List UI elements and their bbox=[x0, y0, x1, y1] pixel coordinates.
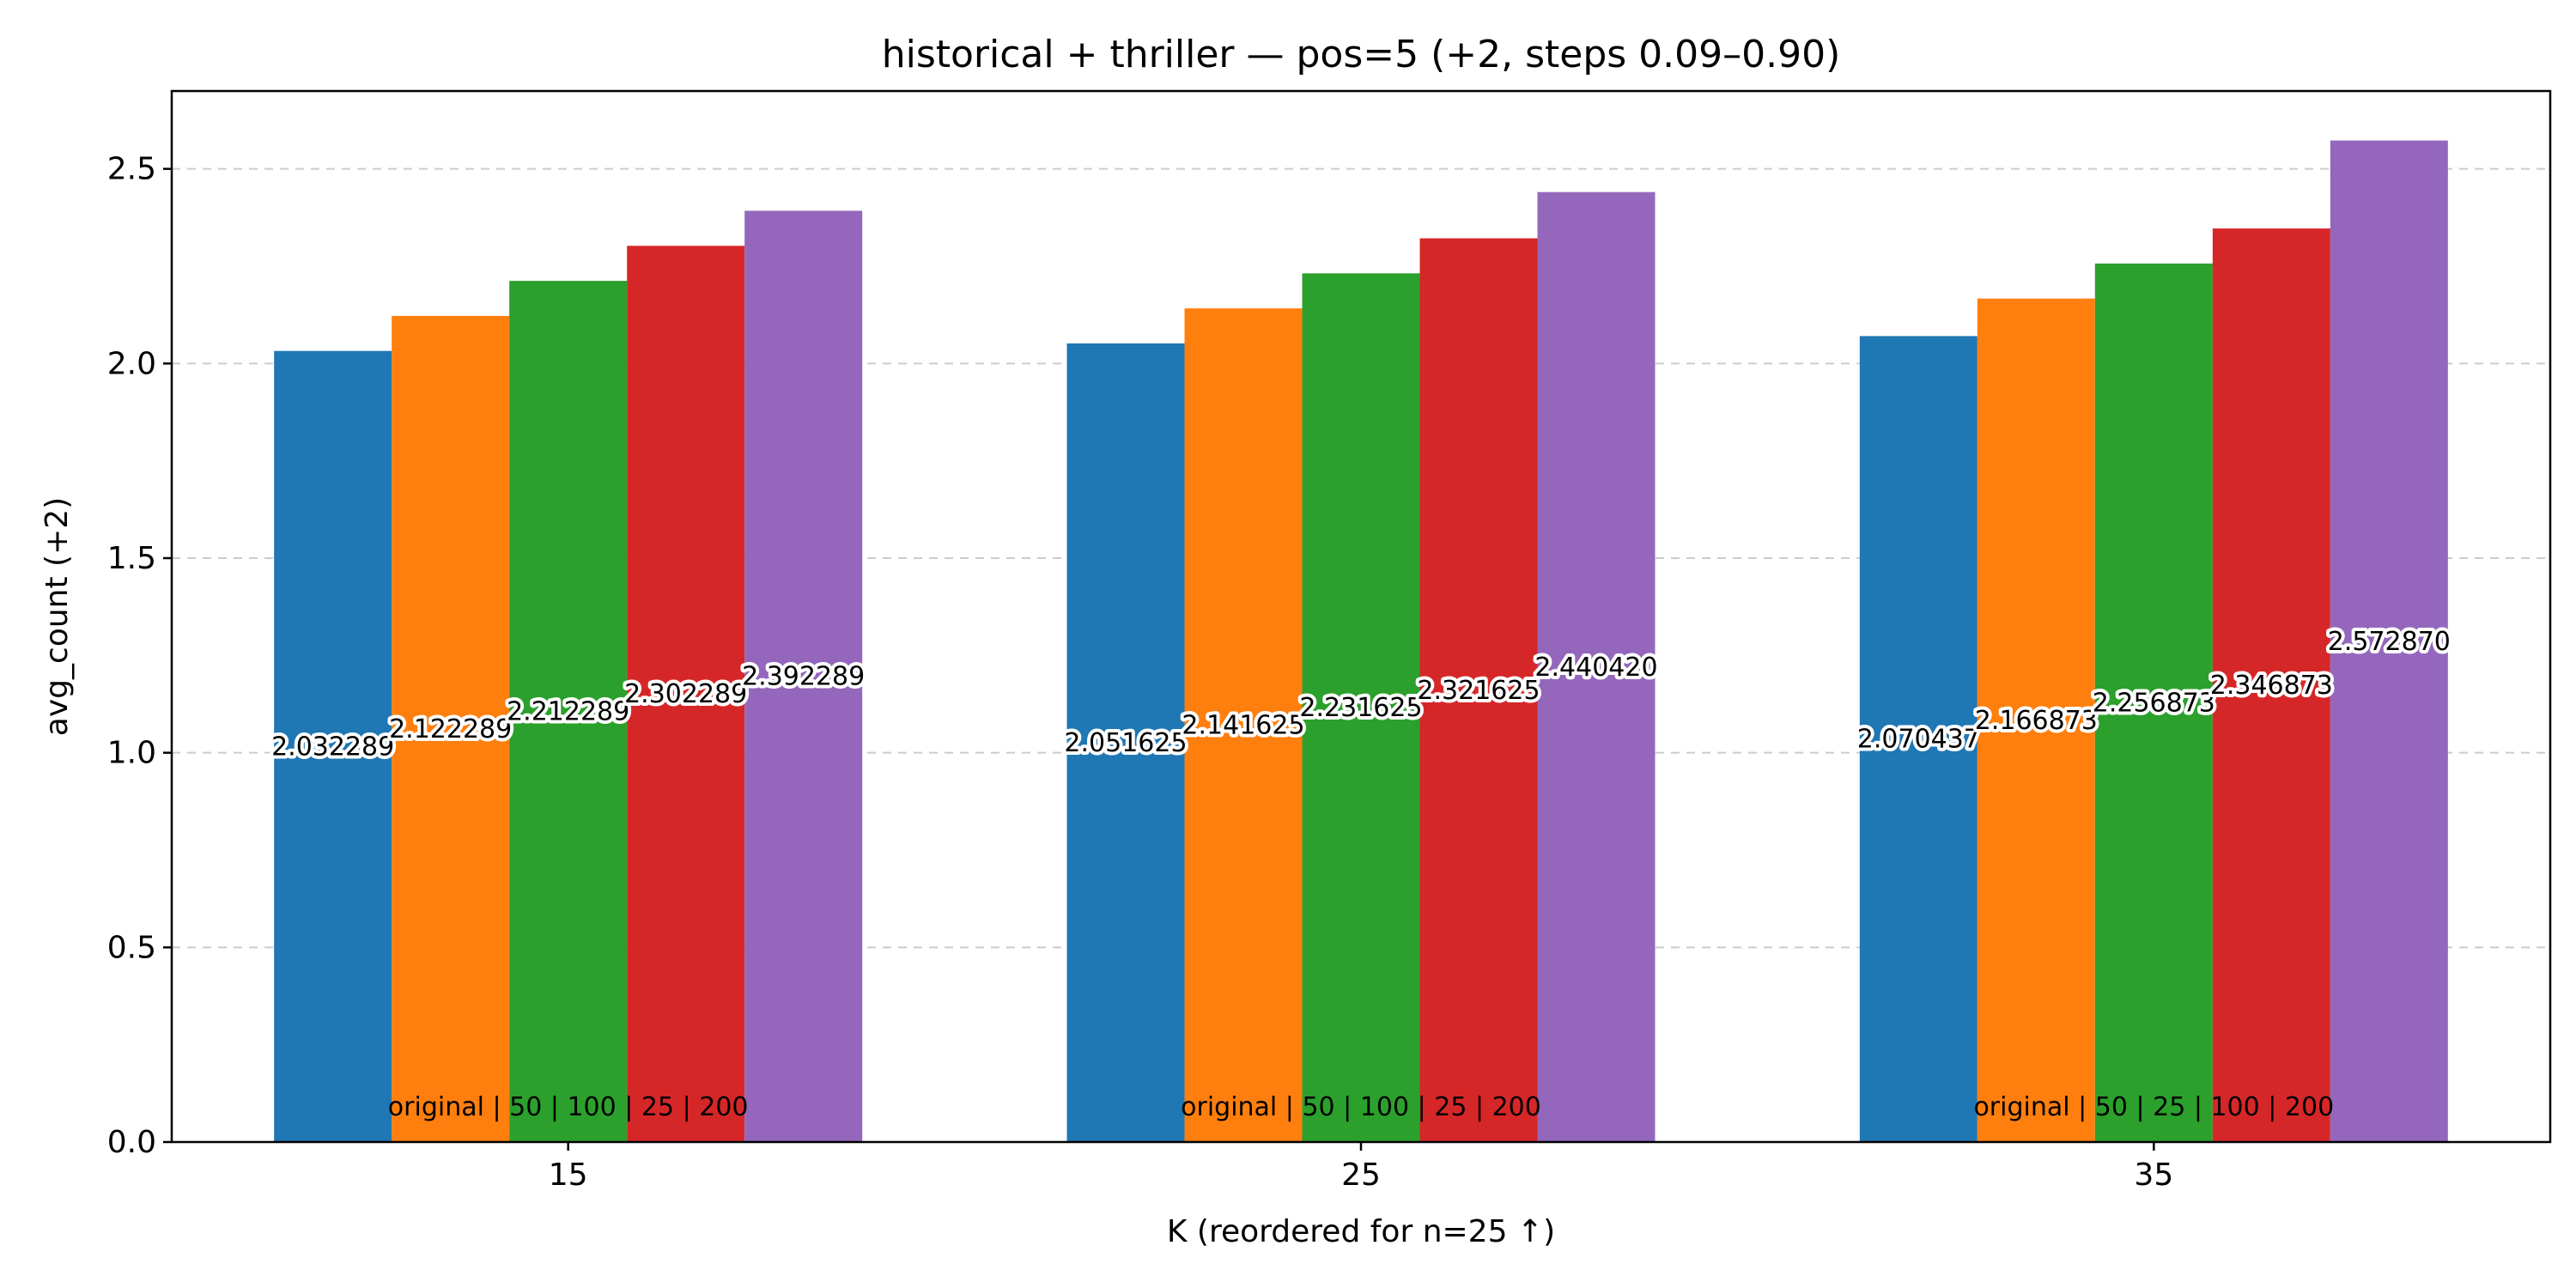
order-labels: original | 50 | 100 | 25 | 200 original |… bbox=[388, 1092, 2334, 1122]
order-label: original | 50 | 100 | 25 | 200 bbox=[1181, 1092, 1541, 1122]
x-tick-label: 15 bbox=[549, 1157, 588, 1193]
y-tick-label: 2.5 bbox=[107, 152, 156, 187]
data-label: 2.122289 bbox=[389, 714, 512, 744]
bar-25-1 bbox=[1184, 308, 1303, 1142]
data-label: 2.212289 bbox=[507, 697, 629, 727]
bar-15-2 bbox=[509, 281, 628, 1142]
y-tick-label: 0.0 bbox=[107, 1125, 156, 1160]
bar-15-0 bbox=[274, 350, 392, 1142]
order-label: original | 50 | 100 | 25 | 200 bbox=[388, 1092, 749, 1122]
chart-title: historical + thriller — pos=5 (+2, steps… bbox=[882, 33, 1841, 76]
data-label: 2.051625 bbox=[1064, 728, 1187, 758]
data-label: 2.256873 bbox=[2093, 688, 2215, 718]
y-axis-label: avg_count (+2) bbox=[39, 497, 75, 736]
y-tick-label: 2.0 bbox=[107, 346, 156, 381]
y-tick-label: 1.5 bbox=[107, 541, 156, 576]
bar-25-2 bbox=[1302, 273, 1420, 1143]
bar-25-3 bbox=[1419, 238, 1538, 1142]
data-label: 2.440420 bbox=[1534, 653, 1657, 683]
bar-35-2 bbox=[2094, 263, 2213, 1142]
x-tick-label: 35 bbox=[2134, 1157, 2173, 1193]
data-label: 2.231625 bbox=[1299, 693, 1422, 723]
bar-35-4 bbox=[2330, 140, 2448, 1142]
bar-15-4 bbox=[744, 210, 863, 1143]
bar-35-3 bbox=[2212, 228, 2330, 1142]
y-tick-label: 1.0 bbox=[107, 736, 156, 771]
data-label: 2.032289 bbox=[271, 732, 394, 762]
data-label: 2.572870 bbox=[2328, 627, 2451, 657]
data-label: 2.141625 bbox=[1182, 711, 1304, 741]
order-label: original | 50 | 25 | 100 | 200 bbox=[1973, 1092, 2334, 1122]
data-label: 2.166873 bbox=[1975, 706, 2098, 736]
bar-35-1 bbox=[1977, 298, 2095, 1143]
bar-25-4 bbox=[1537, 191, 1656, 1142]
x-tick-label: 25 bbox=[1341, 1157, 1381, 1193]
x-axis-ticks: 15 25 35 bbox=[549, 1142, 2173, 1193]
data-label: 2.392289 bbox=[742, 662, 865, 692]
bar-15-1 bbox=[392, 315, 510, 1143]
data-label: 2.321625 bbox=[1417, 676, 1540, 706]
bars bbox=[274, 140, 2448, 1143]
bar-35-0 bbox=[1859, 336, 1978, 1143]
y-tick-label: 0.5 bbox=[107, 930, 156, 965]
bar-25-0 bbox=[1066, 343, 1185, 1142]
bar-15-3 bbox=[627, 246, 745, 1142]
data-label: 2.346873 bbox=[2210, 671, 2333, 701]
x-axis-label: K (reordered for n=25 ↑) bbox=[1167, 1214, 1555, 1249]
data-labels: 2.0322892.1222892.2122892.3022892.392289… bbox=[268, 623, 2454, 766]
data-label: 2.070437 bbox=[1857, 725, 1980, 755]
data-label: 2.302289 bbox=[624, 679, 747, 709]
y-axis-ticks: 0.0 0.5 1.0 1.5 2.0 2.5 bbox=[107, 152, 172, 1160]
